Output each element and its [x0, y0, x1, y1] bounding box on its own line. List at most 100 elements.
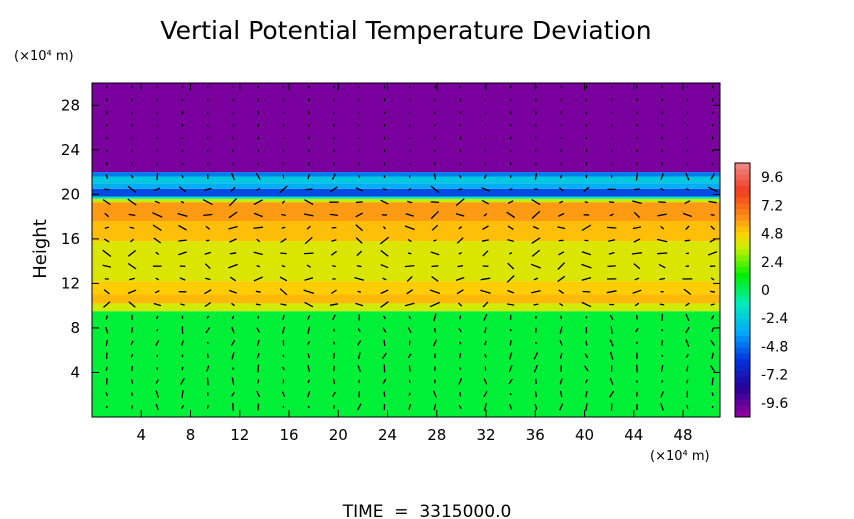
wind-vector: [430, 210, 440, 220]
wind-vector: [685, 326, 690, 334]
wind-vector: [458, 252, 462, 255]
wind-vector: [507, 262, 515, 270]
colorbar-swatch: [735, 347, 750, 354]
colorbar-label: -9.6: [761, 396, 788, 412]
colorbar-swatch: [735, 353, 750, 360]
wind-vector: [711, 352, 714, 360]
wind-vector: [430, 185, 440, 194]
wind-vector: [331, 239, 337, 242]
wind-vector: [255, 172, 261, 181]
wind-vector: [357, 328, 361, 333]
wind-vector: [257, 403, 260, 411]
wind-vector: [129, 277, 135, 281]
wind-vector: [180, 405, 185, 409]
wind-vector: [303, 289, 315, 295]
wind-vector: [710, 339, 715, 346]
wind-vector: [433, 239, 437, 242]
wind-vector: [304, 301, 314, 308]
plot-frame: [91, 82, 721, 418]
wind-vector: [280, 238, 287, 244]
wind-vector: [204, 263, 211, 270]
wind-vector: [506, 275, 515, 283]
wind-vector: [707, 251, 718, 256]
colorbar-swatch: [735, 365, 750, 372]
wind-vector: [380, 199, 389, 205]
wind-vector: [332, 391, 336, 397]
wind-vector: [531, 199, 541, 206]
wind-vector: [559, 352, 563, 359]
wind-vector: [206, 341, 209, 345]
wind-vector: [633, 211, 641, 219]
wind-vector: [483, 391, 488, 398]
wind-vector: [155, 277, 160, 281]
wind-vector: [307, 379, 310, 384]
wind-vector: [559, 403, 564, 411]
x-tick-label: 36: [526, 426, 545, 444]
temperature-band-9: [92, 188, 720, 197]
wind-vector: [104, 226, 110, 230]
x-tick-label: 40: [575, 426, 594, 444]
wind-vector: [232, 402, 234, 411]
wind-vector: [256, 390, 261, 398]
colorbar-label: -2.4: [761, 311, 788, 327]
plot-area: [91, 82, 721, 418]
wind-vector: [356, 250, 363, 257]
wind-vector: [483, 378, 488, 385]
wind-vector: [304, 199, 314, 206]
wind-vector: [355, 302, 364, 307]
wind-vector: [129, 226, 135, 229]
wind-vector: [282, 174, 285, 179]
wind-vector: [684, 200, 691, 205]
colorbar-label: -4.8: [761, 339, 788, 355]
wind-vector: [633, 263, 641, 270]
wind-vector: [181, 390, 184, 399]
colorbar-swatch: [735, 376, 750, 383]
colorbar-swatch: [735, 272, 750, 279]
wind-vector: [606, 290, 617, 294]
time-footer: TIME = 3315000.0: [342, 502, 512, 519]
wind-vector: [530, 263, 541, 269]
wind-vector: [710, 303, 715, 306]
wind-vector: [329, 303, 339, 306]
colorbar-swatch: [735, 174, 750, 181]
wind-vector: [228, 289, 238, 294]
wind-vector: [178, 224, 187, 231]
wind-vector: [559, 390, 563, 398]
temperature-band-6: [92, 202, 720, 222]
wind-vector: [380, 249, 389, 257]
wind-vector: [685, 353, 689, 358]
wind-vector: [430, 251, 440, 256]
wind-vector: [685, 188, 690, 191]
wind-vector: [660, 187, 664, 191]
wind-vector: [230, 172, 236, 181]
wind-vector: [131, 392, 133, 397]
wind-vector: [406, 276, 413, 282]
wind-vector: [582, 290, 591, 293]
wind-vector: [253, 276, 263, 282]
wind-vector: [484, 340, 487, 346]
temperature-band-8: [92, 196, 720, 199]
wind-vector: [330, 186, 338, 193]
wind-vector: [684, 239, 691, 242]
temperature-band-11: [92, 176, 720, 184]
wind-vector: [206, 405, 209, 409]
temperature-band-12: [92, 172, 720, 177]
wind-vector: [228, 211, 238, 219]
wind-vector: [379, 236, 390, 245]
wind-vector: [407, 353, 412, 359]
wind-vector: [153, 302, 162, 307]
wind-vector: [609, 314, 614, 320]
wind-vector: [306, 225, 311, 230]
wind-vector: [382, 226, 387, 230]
wind-vector: [404, 225, 415, 231]
wind-vector: [154, 187, 161, 192]
wind-vector: [228, 225, 238, 230]
wind-vector: [433, 327, 436, 333]
wind-vector: [558, 251, 565, 256]
x-axis-ticks: 4 8 12 16 20 24 28 32 36 40 44 48: [136, 83, 693, 444]
wind-vector: [634, 188, 640, 191]
wind-vector: [661, 354, 664, 357]
wind-vector: [560, 315, 563, 320]
wind-vector: [480, 277, 491, 281]
wind-vector: [483, 213, 488, 217]
